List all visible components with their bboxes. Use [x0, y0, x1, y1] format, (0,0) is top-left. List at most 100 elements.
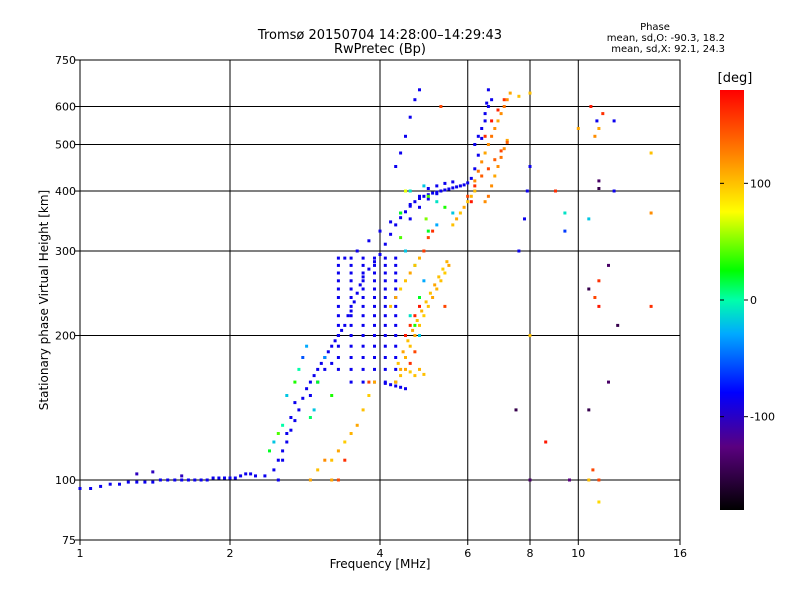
data-point — [223, 476, 226, 480]
data-point — [466, 181, 470, 185]
phase-stats-heading: Phase — [640, 22, 670, 33]
data-point — [373, 356, 376, 359]
data-point — [343, 458, 347, 462]
data-point — [301, 396, 305, 400]
data-point — [431, 229, 435, 233]
data-point — [349, 309, 353, 313]
data-point — [239, 474, 243, 478]
data-point — [408, 370, 412, 374]
data-point — [343, 440, 347, 444]
x-tick-label: 2 — [227, 547, 234, 560]
data-point — [404, 334, 407, 337]
data-point — [383, 287, 387, 291]
data-point — [394, 334, 398, 337]
data-point — [254, 474, 257, 478]
data-point — [431, 191, 435, 195]
x-axis-label: Frequency [MHz] — [330, 557, 431, 571]
data-point — [326, 350, 330, 354]
data-point — [473, 143, 477, 146]
data-point — [480, 174, 484, 178]
phase-stats-x: mean, sd,X: 92.1, 24.3 — [611, 44, 725, 55]
data-point — [349, 380, 353, 384]
data-point — [554, 189, 557, 193]
data-point — [476, 134, 480, 138]
data-point — [426, 304, 430, 308]
data-point — [422, 184, 426, 188]
data-point — [308, 478, 312, 482]
data-point — [435, 223, 439, 227]
data-point — [490, 184, 494, 188]
data-point — [418, 194, 421, 198]
data-point — [473, 167, 477, 171]
data-point — [308, 394, 312, 397]
data-point — [528, 165, 532, 168]
data-point — [422, 372, 426, 376]
data-point — [597, 478, 601, 482]
data-point — [413, 200, 417, 204]
data-point — [418, 256, 421, 260]
data-point — [336, 296, 340, 299]
data-point — [312, 374, 316, 378]
data-point — [493, 158, 497, 162]
data-point — [528, 478, 532, 482]
data-point — [408, 361, 412, 365]
data-point — [323, 458, 327, 462]
data-point — [404, 387, 407, 391]
data-point — [180, 478, 184, 482]
data-point — [394, 279, 398, 283]
data-point — [413, 323, 417, 327]
data-point — [649, 151, 653, 155]
data-point — [293, 380, 297, 384]
data-point — [233, 476, 237, 480]
data-point — [151, 480, 155, 484]
data-point — [394, 296, 398, 299]
data-point — [211, 476, 215, 480]
data-point — [469, 194, 473, 198]
data-point — [486, 194, 490, 198]
data-point — [485, 101, 489, 105]
data-point — [418, 334, 421, 337]
data-point — [490, 134, 494, 138]
data-point — [399, 151, 403, 155]
data-point — [593, 296, 597, 299]
data-point — [408, 344, 412, 348]
data-point — [426, 193, 430, 197]
data-point — [343, 323, 347, 327]
data-point — [349, 356, 353, 359]
data-point — [349, 287, 353, 291]
data-point — [336, 304, 340, 308]
data-point — [394, 271, 398, 275]
data-point — [340, 328, 344, 332]
data-point — [336, 263, 340, 267]
data-point — [418, 197, 421, 200]
data-point — [373, 287, 376, 291]
data-point — [480, 136, 484, 140]
data-point — [373, 344, 376, 348]
data-point — [401, 350, 405, 354]
data-point — [480, 160, 484, 164]
x-tick-label: 6 — [464, 547, 471, 560]
data-point — [404, 367, 407, 371]
data-point — [408, 271, 412, 275]
data-point — [418, 205, 421, 209]
data-point — [336, 323, 340, 327]
data-point — [649, 211, 653, 215]
data-point — [568, 478, 571, 482]
data-point — [493, 174, 497, 178]
data-point — [528, 334, 532, 337]
data-point — [316, 468, 320, 472]
data-point — [505, 138, 509, 142]
data-point — [361, 380, 365, 384]
data-point — [217, 476, 221, 480]
data-point — [496, 108, 500, 112]
data-point — [349, 344, 353, 348]
data-point — [443, 271, 447, 275]
chart-subtitle: RwPretec (Bp) — [333, 42, 427, 57]
data-point — [316, 367, 320, 371]
data-point — [276, 478, 280, 482]
data-point — [408, 203, 412, 206]
data-point — [422, 314, 426, 318]
data-point — [612, 119, 616, 123]
data-point — [349, 334, 353, 337]
data-point — [458, 211, 462, 215]
